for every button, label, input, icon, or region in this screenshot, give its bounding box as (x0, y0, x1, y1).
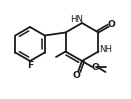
Text: O: O (72, 71, 80, 80)
Text: O: O (108, 20, 116, 29)
Text: HN: HN (70, 14, 83, 23)
Text: F: F (27, 61, 33, 70)
Text: NH: NH (99, 45, 112, 54)
Text: O: O (91, 62, 99, 71)
